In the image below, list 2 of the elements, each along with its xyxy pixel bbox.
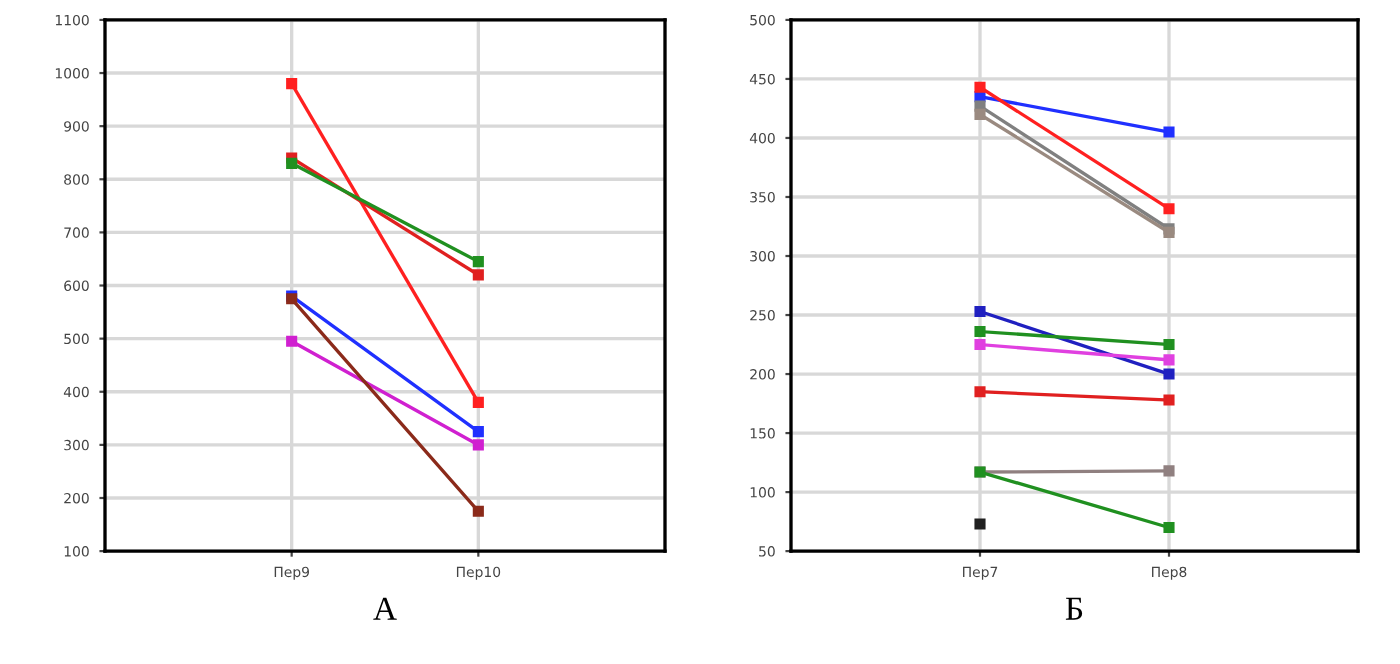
x-axis-title: Б	[1065, 597, 1083, 620]
x-axis-title: А	[373, 597, 397, 620]
